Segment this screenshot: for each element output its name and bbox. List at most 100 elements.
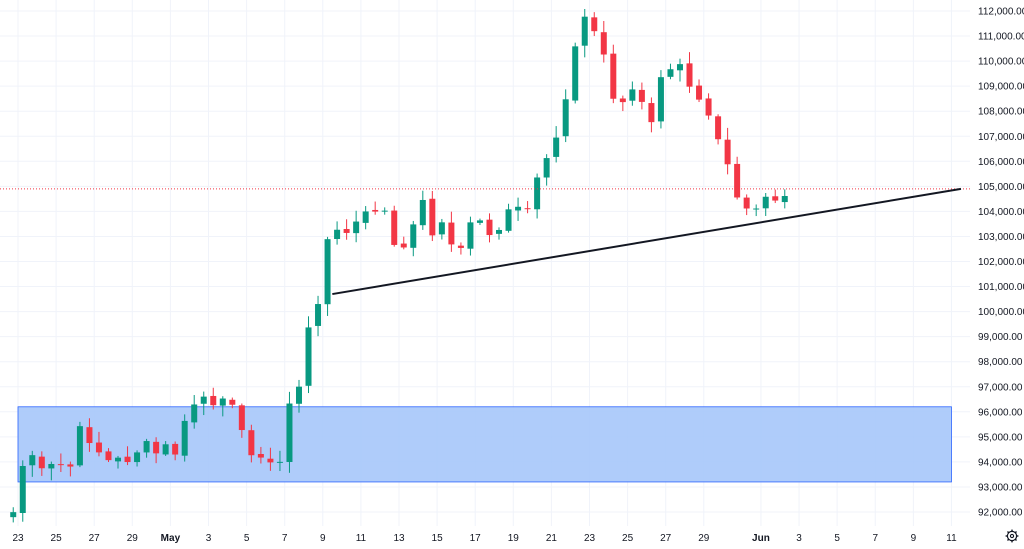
candle-body [553,137,560,157]
time-tick-label: May [161,533,181,544]
price-tick-label: 104,000.00 [978,207,1024,218]
price-tick-label: 99,000.00 [978,332,1023,343]
time-tick-label: 13 [393,533,405,544]
time-tick-label: Jun [752,533,770,544]
price-tick-label: 92,000.00 [978,508,1023,519]
price-axis[interactable]: 92,000.00 93,000.00 94,000.00 95,000.00 96,0… [978,7,1024,519]
candle-body [581,16,588,46]
time-tick-label: 23 [12,533,24,544]
price-tick-label: 103,000.00 [978,232,1024,243]
candle-body [534,177,541,210]
candle-body [353,221,360,234]
candle-body [324,239,331,305]
candle-body [86,427,93,444]
candle-body [162,444,169,455]
candle-body [562,99,569,137]
time-tick-label: 11 [946,533,957,544]
candle-body [410,224,417,248]
candle-body [629,89,636,101]
time-tick-label: 25 [51,533,63,544]
price-tick-label: 93,000.00 [978,482,1023,493]
candle-body [676,64,683,71]
candle-body [753,208,760,210]
candle-body [391,210,398,245]
candle-body [315,304,322,326]
candle-body [219,398,226,406]
time-tick-label: 7 [282,533,288,544]
time-tick-label: 9 [320,533,326,544]
time-tick-label: 29 [127,533,139,544]
candle-body [95,442,102,453]
candle-body [600,32,607,55]
candle-body [657,77,664,122]
candle-body [515,206,522,211]
candle-body [210,395,217,406]
candle-body [248,430,255,456]
price-tick-label: 102,000.00 [978,257,1024,268]
candle-body [696,85,703,100]
candle-body [76,426,83,466]
price-tick-label: 100,000.00 [978,307,1024,318]
candle-body [276,461,283,463]
candle-body [524,208,531,210]
candle-body [467,222,474,249]
candle-body [153,441,160,454]
candle-body [734,163,741,198]
price-tick-label: 106,000.00 [978,157,1024,168]
candle-body [496,229,503,234]
candle-body [715,116,722,140]
candle-body [400,243,407,248]
time-tick-label: 25 [622,533,634,544]
trendline-layer [332,187,962,296]
candle-body [476,220,483,223]
candle-body [267,458,274,463]
candle-body [743,197,750,209]
candle-body [648,103,655,123]
candle-body [705,98,712,116]
time-tick-label: 27 [89,533,101,544]
price-tick-label: 98,000.00 [978,357,1023,368]
candle-body [48,464,55,469]
time-tick-label: 3 [206,533,212,544]
candle-body [781,196,788,203]
candle-body [305,327,312,386]
candle-body [591,17,598,32]
candle-body [105,451,112,461]
candle-body [667,69,674,77]
price-tick-label: 105,000.00 [978,182,1024,193]
candle-body [610,53,617,99]
candle-body [543,158,550,178]
time-tick-label: 9 [911,533,917,544]
time-tick-label: 21 [546,533,558,544]
candle-body [372,209,379,212]
time-tick-label: 27 [660,533,672,544]
candles [10,8,788,523]
time-tick-label: 7 [872,533,878,544]
candle-body [762,196,769,209]
settings-gear-icon[interactable] [1005,529,1019,543]
candle-body [134,452,141,463]
candle-body [115,457,122,462]
price-tick-label: 101,000.00 [978,282,1024,293]
price-tick-label: 110,000.00 [978,57,1024,68]
candle-body [448,222,455,245]
price-tick-label: 94,000.00 [978,457,1023,468]
time-tick-label: 5 [834,533,840,544]
candle-body [286,403,293,462]
time-axis[interactable]: 23 25 27 29 May 3 5 7 9 11 13 15 17 19 21 23 25 27 29 Jun 3 5… [12,533,957,544]
candle-body [10,512,17,518]
candle-body [724,139,731,165]
candle-body [772,196,779,201]
trendline[interactable] [332,187,962,296]
time-tick-label: 17 [470,533,482,544]
price-tick-label: 96,000.00 [978,407,1023,418]
candle-body [419,199,426,226]
candle-body [429,198,436,236]
time-tick-label: 29 [698,533,710,544]
candle-body [343,228,350,233]
candle-body [381,210,388,212]
price-tick-label: 109,000.00 [978,82,1024,93]
time-tick-label: 3 [796,533,802,544]
